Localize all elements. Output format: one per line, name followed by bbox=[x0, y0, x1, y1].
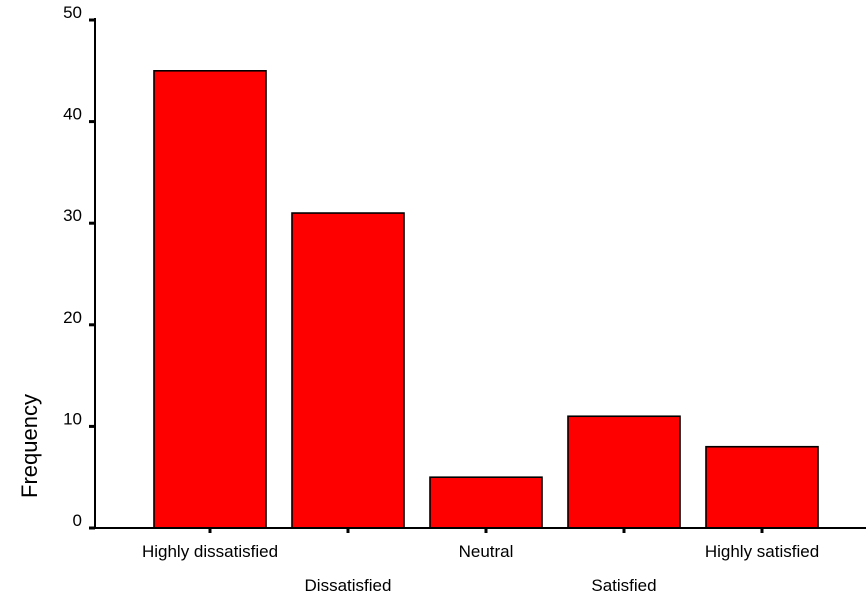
bar-neutral bbox=[429, 476, 543, 529]
x-tick-label: Highly dissatisfied bbox=[142, 542, 278, 561]
x-tick-label: Dissatisfied bbox=[305, 576, 392, 595]
bar-satisfied bbox=[567, 415, 681, 529]
bar-highly-satisfied bbox=[705, 445, 819, 529]
x-tick-label: Neutral bbox=[459, 542, 514, 561]
bar-highly-dissatisfied bbox=[153, 70, 267, 529]
y-tick-label: 40 bbox=[63, 105, 82, 124]
y-tick-label: 20 bbox=[63, 308, 82, 327]
y-tick-label: 30 bbox=[63, 206, 82, 225]
x-tick-label: Satisfied bbox=[591, 576, 656, 595]
y-tick-label: 10 bbox=[63, 409, 82, 428]
x-tick-label: Highly satisfied bbox=[705, 542, 819, 561]
y-axis-title: Frequency bbox=[17, 394, 42, 498]
x-ticks-group: Highly dissatisfied Dissatisfied Neutral Sa… bbox=[142, 528, 819, 595]
y-tick-label: 50 bbox=[63, 3, 82, 22]
bar-dissatisfied bbox=[291, 212, 405, 529]
axes-group bbox=[94, 18, 866, 529]
y-tick-label: 0 bbox=[73, 511, 82, 530]
y-ticks-group: 0 10 20 30 40 50 bbox=[63, 3, 95, 530]
bars-group bbox=[153, 70, 819, 529]
